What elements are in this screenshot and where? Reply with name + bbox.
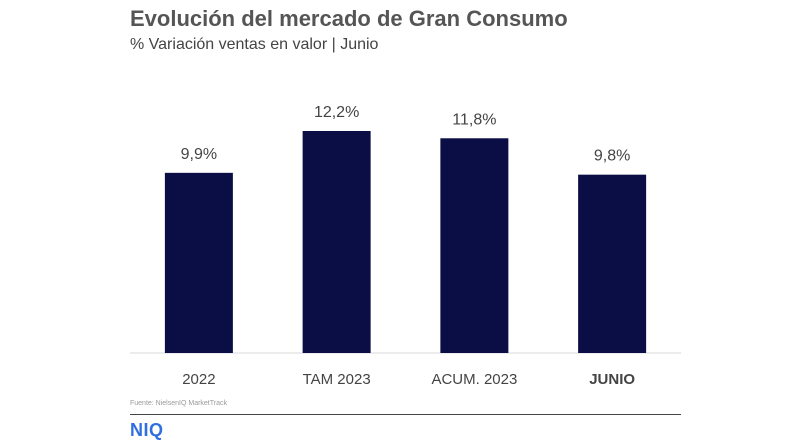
bar-value-label: 9,8%: [594, 148, 630, 165]
niq-logo: NIQ: [130, 420, 164, 440]
bar-0: [164, 172, 233, 353]
chart-subtitle: % Variación ventas en valor | Junio: [130, 36, 379, 53]
x-tick-label: TAM 2023: [303, 371, 371, 388]
x-tick-label: 2022: [182, 371, 215, 388]
bar-1: [302, 131, 371, 353]
bars-layer: 9,9% 2022 12,2% TAM 2023 11,8% ACUM. 2023 9,8%…: [130, 104, 681, 388]
source-note: Fuente: NielsenIQ MarketTrack: [130, 400, 227, 407]
footer-divider: [130, 414, 681, 415]
bar-2: [440, 138, 509, 353]
x-tick-label: JUNIO: [589, 371, 635, 388]
bar-value-label: 9,9%: [181, 146, 217, 163]
x-tick-label: ACUM. 2023: [431, 371, 517, 388]
bar-3: [578, 174, 647, 353]
chart-title: Evolución del mercado de Gran Consumo: [130, 6, 568, 31]
bar-value-label: 12,2%: [314, 104, 359, 121]
bar-value-label: 11,8%: [452, 111, 496, 128]
